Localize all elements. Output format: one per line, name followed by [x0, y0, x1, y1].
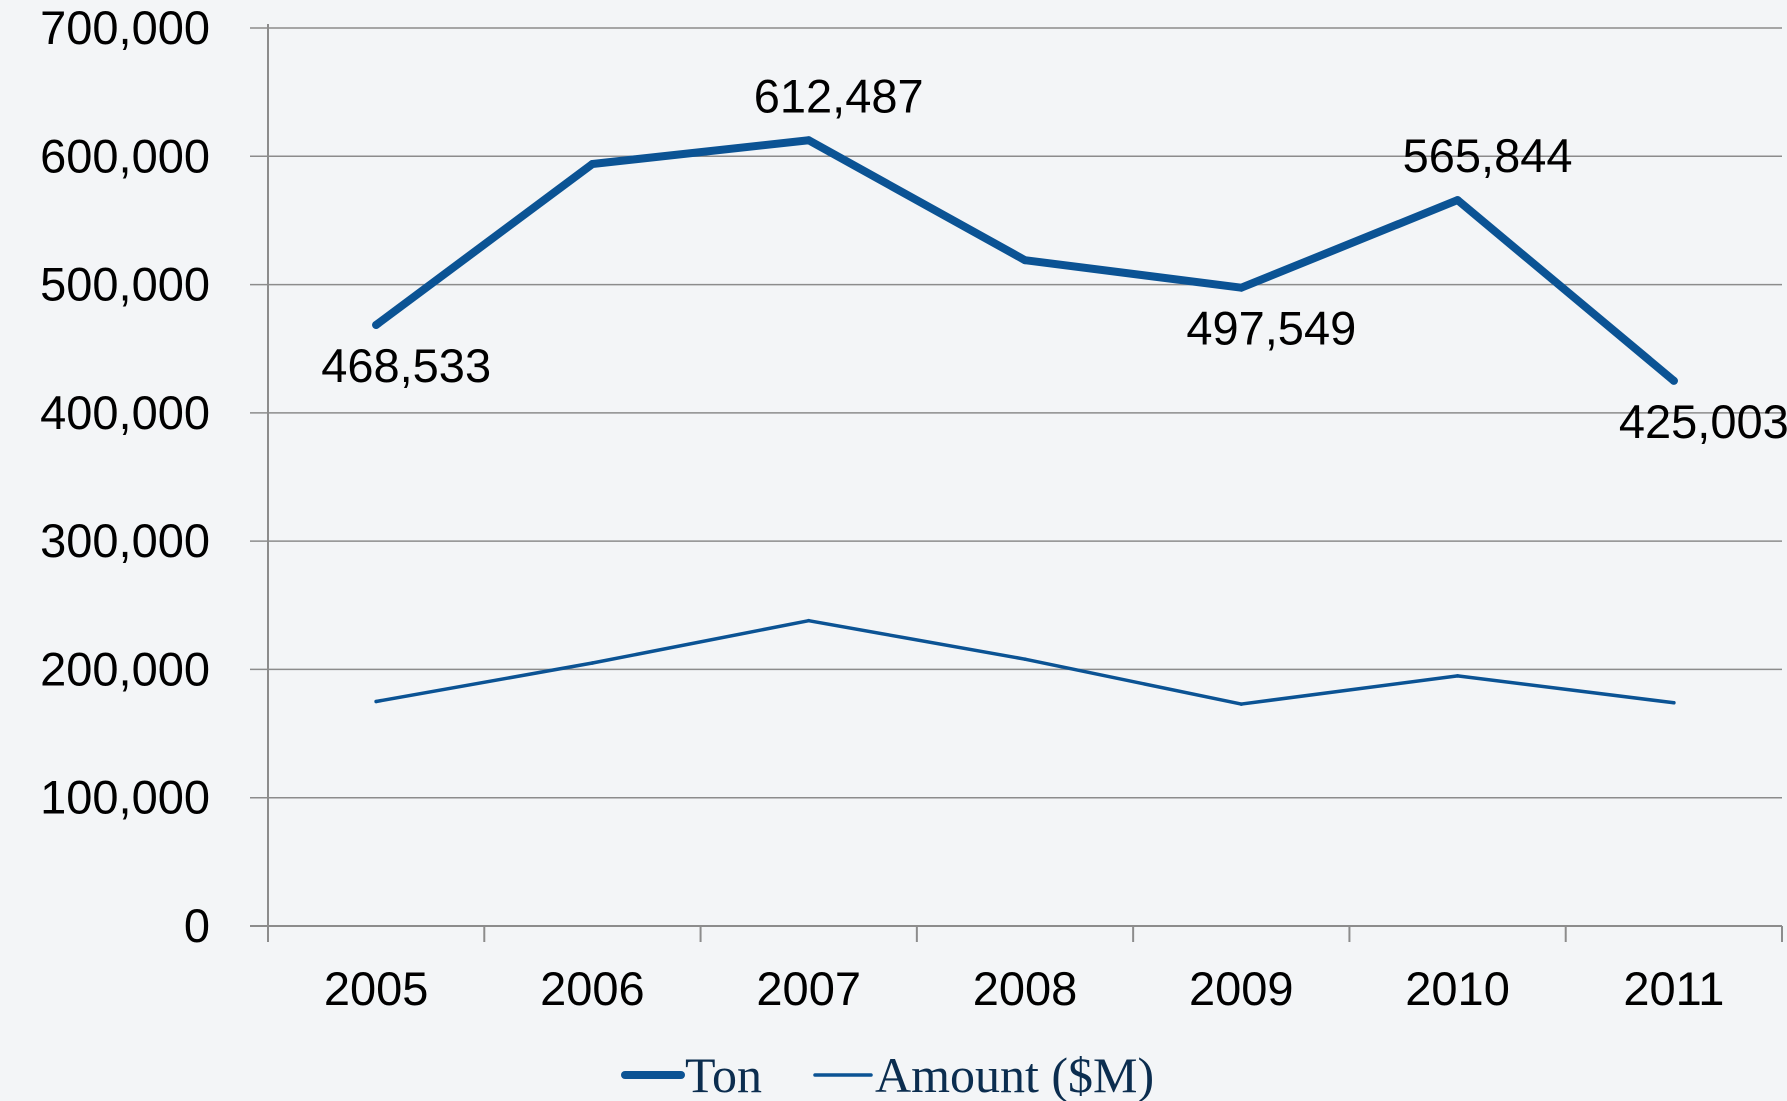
data-label: 468,533 [321, 339, 491, 392]
x-tick-label: 2006 [540, 962, 645, 1015]
legend-label-ton: Ton [685, 1047, 762, 1101]
y-tick-label: 300,000 [40, 514, 210, 567]
label-layer: 468,533 612,487 497,549 565,844 425,003 [321, 69, 1787, 448]
data-point [1021, 256, 1029, 265]
data-point [1237, 283, 1246, 292]
data-point [1239, 702, 1244, 706]
y-tick-label: 400,000 [40, 386, 210, 439]
data-point [1455, 674, 1460, 678]
y-tick-label: 0 [184, 899, 210, 952]
x-tick-label: 2008 [973, 962, 1078, 1015]
data-label: 565,844 [1403, 129, 1573, 182]
series-layer [372, 136, 1678, 706]
y-tick-label: 100,000 [40, 771, 210, 824]
data-point [804, 136, 813, 145]
y-tick-label: 600,000 [40, 129, 210, 182]
y-tick-label: 200,000 [40, 642, 210, 695]
x-tick-label: 2007 [756, 962, 861, 1015]
y-tick-label: 500,000 [40, 258, 210, 311]
x-tick-label: 2009 [1189, 962, 1294, 1015]
data-point [588, 159, 597, 168]
data-point [374, 699, 378, 704]
data-label: 425,003 [1619, 395, 1787, 448]
y-tick-label: 700,000 [40, 1, 210, 54]
data-label: 612,487 [754, 69, 924, 122]
legend-label-amount: Amount ($M) [875, 1047, 1154, 1101]
x-tick-label: 2010 [1405, 962, 1510, 1015]
grid-layer [250, 27, 1782, 799]
x-tick-label: 2005 [324, 962, 429, 1015]
data-point [1023, 657, 1027, 661]
data-point [1453, 196, 1462, 205]
data-point [1669, 376, 1678, 385]
data-point [806, 618, 811, 623]
legend: Ton Amount ($M) [621, 1047, 1154, 1101]
data-label: 497,549 [1186, 302, 1356, 355]
data-point [372, 320, 381, 329]
x-tick-label: 2011 [1623, 962, 1724, 1015]
series-line-amount [374, 618, 1676, 706]
data-point [1672, 701, 1676, 705]
data-point [590, 661, 595, 665]
axis-layer: 0 100,000 200,000 300,000 400,000 500,000 600,… [40, 1, 1783, 1015]
